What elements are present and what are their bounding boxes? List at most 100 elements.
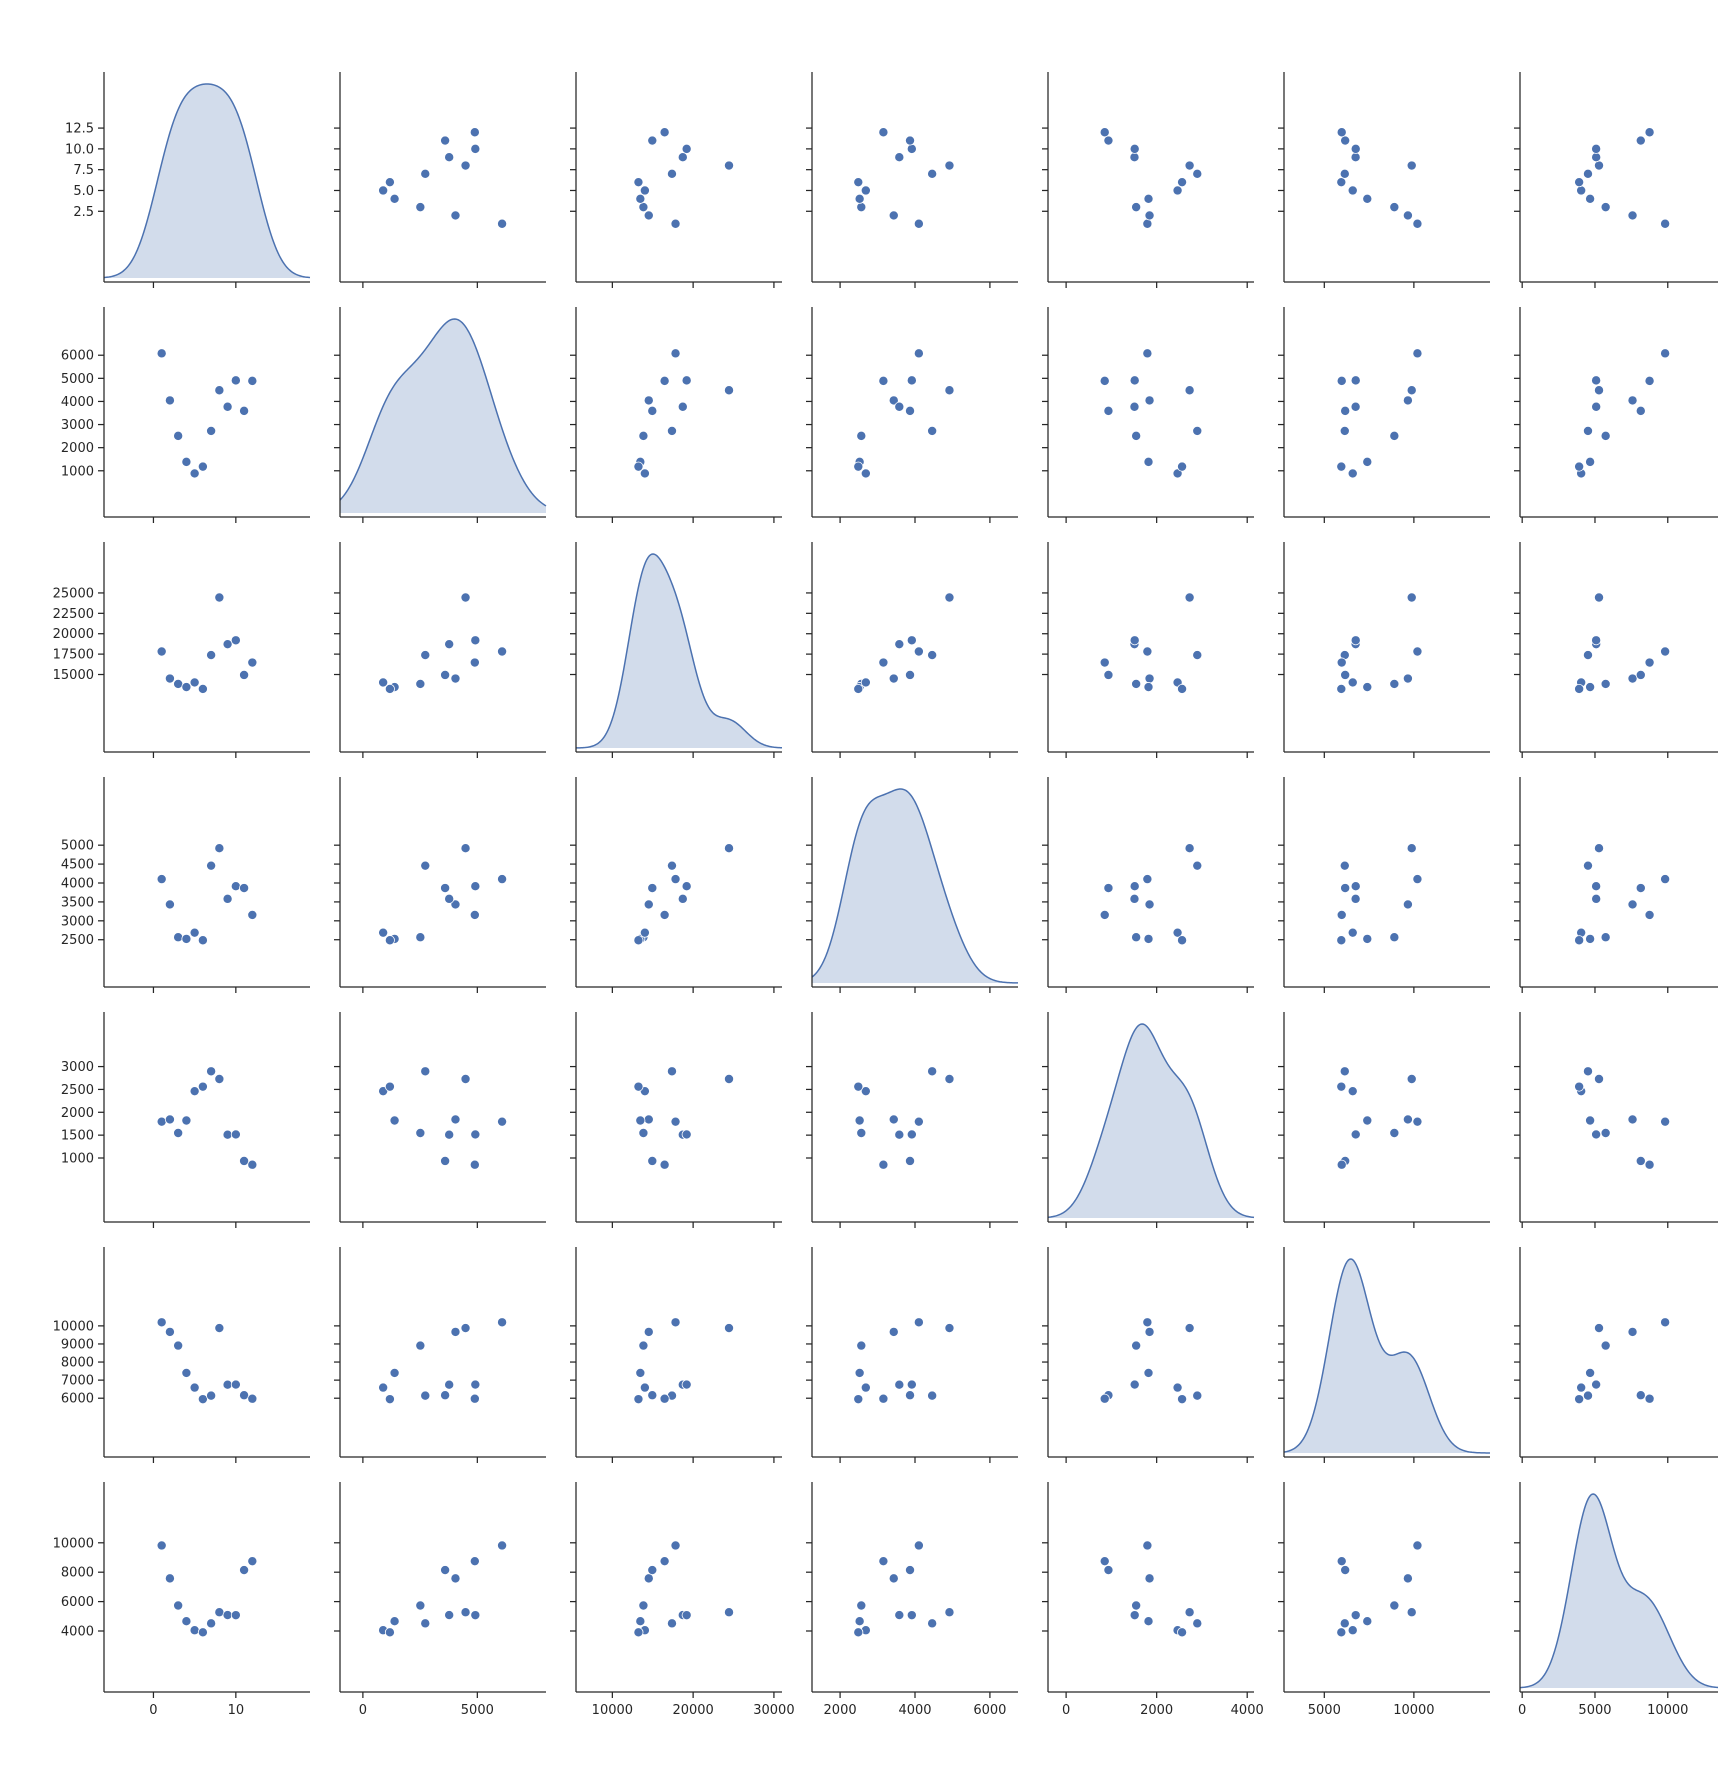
- point-0-5-10: [1340, 135, 1351, 146]
- point-2-1-5: [384, 683, 395, 694]
- point-5-3-9: [906, 1379, 917, 1390]
- x-tick-label: 4000: [898, 1703, 931, 1718]
- point-2-3-8: [894, 639, 905, 650]
- point-2-6-2: [1600, 678, 1611, 689]
- point-1-4-8: [1129, 401, 1140, 412]
- point-5-0-10: [239, 1390, 250, 1401]
- point-3-6-8: [1591, 893, 1602, 904]
- panel-6-6: 0 5000 10000: [1514, 1482, 1718, 1718]
- point-4-3-2: [856, 1127, 867, 1138]
- point-4-0-2: [173, 1127, 184, 1138]
- point-2-3-11: [878, 657, 889, 668]
- point-2-4-6: [1192, 650, 1203, 661]
- point-5-6-4: [1576, 1382, 1587, 1393]
- point-5-1-3: [389, 1367, 400, 1378]
- point-3-1-10: [440, 883, 451, 894]
- point-5-2-2: [638, 1340, 649, 1351]
- point-5-3-8: [894, 1379, 905, 1390]
- point-0-1-11: [469, 127, 480, 138]
- point-1-0-1: [164, 395, 175, 406]
- point-5-3-2: [856, 1340, 867, 1351]
- point-4-3-0: [913, 1116, 924, 1127]
- point-1-6-2: [1600, 430, 1611, 441]
- point-2-4-1: [1144, 673, 1155, 684]
- point-5-3-5: [853, 1394, 864, 1405]
- y-tick-label: 4000: [61, 877, 94, 892]
- panel-1-5: [1278, 307, 1490, 523]
- point-3-2-5: [633, 935, 644, 946]
- y-tick-label: 5000: [61, 839, 94, 854]
- point-5-1-0: [497, 1317, 508, 1328]
- point-3-0-1: [164, 899, 175, 910]
- point-3-2-8: [677, 893, 688, 904]
- point-0-2-2: [638, 202, 649, 213]
- point-6-4-11: [1099, 1556, 1110, 1567]
- point-1-6-0: [1660, 348, 1671, 359]
- point-2-5-10: [1340, 669, 1351, 680]
- point-4-3-7: [944, 1074, 955, 1085]
- point-1-5-7: [1406, 385, 1417, 396]
- point-5-2-7: [724, 1323, 735, 1334]
- point-5-2-4: [639, 1382, 650, 1393]
- point-4-0-5: [197, 1081, 208, 1092]
- point-2-1-1: [450, 673, 461, 684]
- point-6-1-5: [384, 1627, 395, 1638]
- point-5-4-3: [1143, 1367, 1154, 1378]
- point-2-0-10: [239, 669, 250, 680]
- point-6-2-11: [659, 1556, 670, 1567]
- kde-curve-v1: [339, 318, 547, 507]
- point-4-2-7: [724, 1074, 735, 1085]
- y-tick-label: 2.5: [73, 205, 94, 220]
- point-4-1-5: [384, 1081, 395, 1092]
- point-6-0-3: [181, 1616, 192, 1627]
- x-tick-label: 2000: [824, 1703, 857, 1718]
- point-1-3-5: [853, 461, 864, 472]
- point-5-6-7: [1594, 1323, 1605, 1334]
- point-6-4-10: [1103, 1565, 1114, 1576]
- point-6-3-8: [894, 1610, 905, 1621]
- point-0-1-9: [470, 143, 481, 154]
- panel-2-3: [806, 542, 1018, 758]
- point-5-6-6: [1582, 1390, 1593, 1401]
- panel-6-3: 2000 4000 6000: [806, 1482, 1018, 1718]
- point-2-6-11: [1644, 657, 1655, 668]
- point-5-2-10: [647, 1390, 658, 1401]
- point-2-4-9: [1129, 635, 1140, 646]
- kde-area-v5: [1284, 1259, 1490, 1453]
- point-1-2-11: [659, 375, 670, 386]
- point-5-0-9: [230, 1379, 241, 1390]
- point-2-1-6: [420, 650, 431, 661]
- point-0-1-0: [497, 218, 508, 229]
- panel-5-3: [806, 1247, 1018, 1463]
- point-3-5-4: [1347, 927, 1358, 938]
- point-5-4-2: [1131, 1340, 1142, 1351]
- point-1-4-6: [1192, 425, 1203, 436]
- y-tick-label: 6000: [61, 1595, 94, 1610]
- point-4-0-11: [247, 1159, 258, 1170]
- point-5-1-1: [450, 1326, 461, 1337]
- point-2-0-11: [247, 657, 258, 668]
- point-2-0-0: [156, 646, 167, 657]
- point-5-1-8: [444, 1379, 455, 1390]
- y-tick-label: 5.0: [73, 184, 94, 199]
- point-4-5-0: [1412, 1116, 1423, 1127]
- kde-curve-v4: [1047, 1023, 1255, 1219]
- panel-3-3: [806, 777, 1019, 993]
- point-0-4-8: [1129, 152, 1140, 163]
- point-0-6-7: [1594, 160, 1605, 171]
- point-2-3-9: [906, 635, 917, 646]
- point-2-1-2: [415, 678, 426, 689]
- point-0-6-1: [1627, 210, 1638, 221]
- point-0-4-9: [1129, 143, 1140, 154]
- point-1-5-8: [1350, 401, 1361, 412]
- point-2-5-1: [1402, 673, 1413, 684]
- panel-2-2: [570, 542, 783, 758]
- y-tick-label: 4000: [61, 395, 94, 410]
- x-tick-label: 0: [149, 1703, 157, 1718]
- point-6-2-1: [643, 1573, 654, 1584]
- panel-5-2: [570, 1247, 782, 1463]
- point-4-5-5: [1336, 1081, 1347, 1092]
- point-5-6-0: [1660, 1317, 1671, 1328]
- y-tick-label: 2500: [61, 1083, 94, 1098]
- point-5-3-0: [913, 1317, 924, 1328]
